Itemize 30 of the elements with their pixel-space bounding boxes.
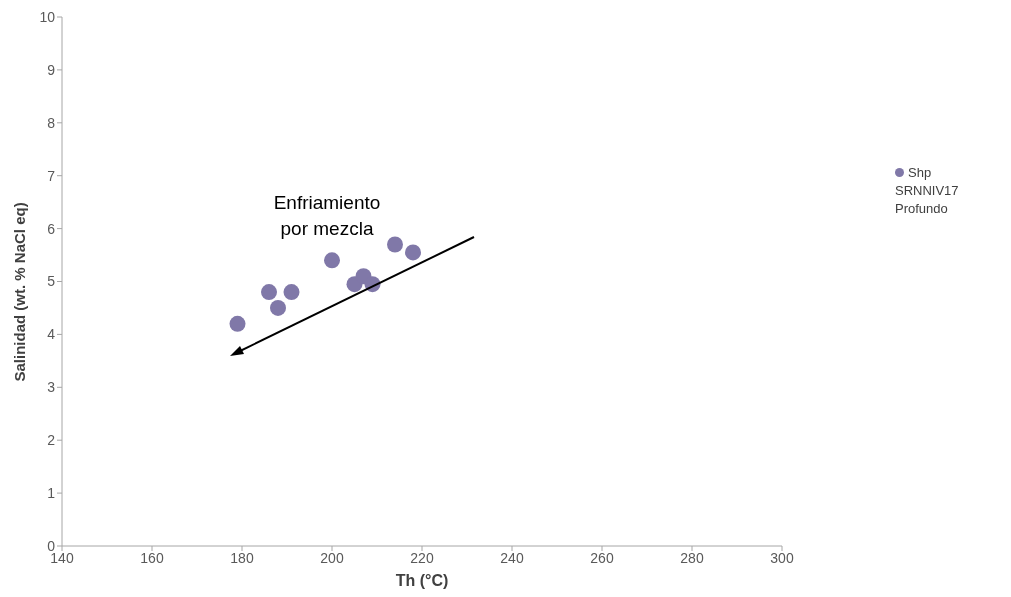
y-tick-label: 0 [47,537,56,554]
y-tick-label: 4 [47,326,56,343]
y-tick-label: 6 [47,220,56,237]
point [324,252,340,269]
y-tick-label: 5 [47,273,56,290]
x-tick-label: 300 [770,549,794,566]
y-tick-label: 2 [47,432,56,449]
x-tick-label: 260 [590,549,614,566]
x-tick-label: 280 [680,549,704,566]
annotation: Enfriamiento por mezcla [273,192,381,239]
x-tick-label: 240 [500,549,524,566]
y-tick-label: 7 [47,167,56,184]
x-tick-label: 160 [140,549,164,566]
x-axis-title: Th (°C) [395,572,449,589]
point [261,284,277,301]
legend-label: Shp SRNNIV17 Profundo [895,165,959,216]
point [283,284,300,301]
x-tick-label: 200 [320,549,344,566]
y-tick-label: 8 [47,114,56,131]
y-tick-label: 1 [47,485,56,502]
x-tick-label: 220 [410,549,434,566]
x-tick-label: 180 [230,549,254,566]
point [387,236,403,253]
y-tick-label: 3 [47,379,56,396]
point [270,299,286,316]
y-axis-title: Salinidad (wt. % NaCl eq) [11,202,29,382]
y-tick-label: 10 [39,8,56,25]
y-tick-label: 9 [47,61,56,78]
point [229,315,246,332]
point [405,244,421,261]
